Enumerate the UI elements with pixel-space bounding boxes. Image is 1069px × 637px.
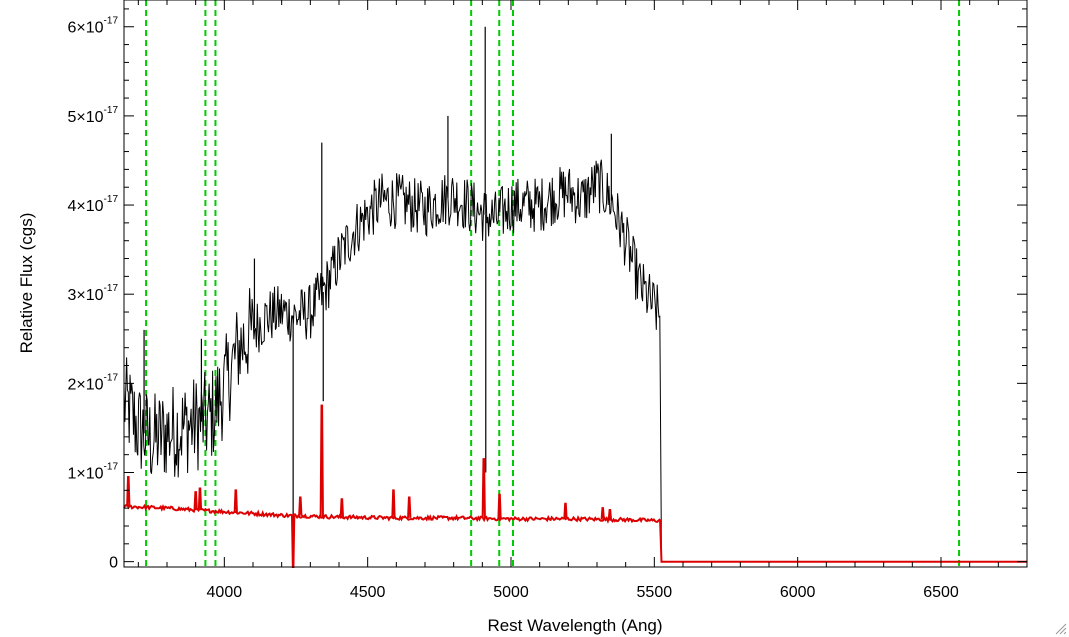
y-tick-label: 3×10-17 xyxy=(68,283,119,304)
y-tick-label: 2×10-17 xyxy=(68,372,119,393)
red-spike xyxy=(339,498,345,518)
plot-frame xyxy=(123,0,1028,568)
resize-grip-icon[interactable] xyxy=(1055,623,1067,635)
y-tick-label: 1×10-17 xyxy=(68,462,119,483)
x-tick-label: 5500 xyxy=(637,584,673,601)
y-tick-label: 5×10-17 xyxy=(68,105,119,126)
red-spike xyxy=(298,496,303,516)
y-tick-labels: 0 1×10-17 2×10-17 3×10-17 4×10-17 5×10-17 6×10… xyxy=(68,16,119,572)
y-tick-label: 4×10-17 xyxy=(68,194,119,215)
red-spike xyxy=(319,404,324,517)
red-spike xyxy=(600,507,605,520)
black-spectrum-line xyxy=(123,159,1027,563)
spectrum-series xyxy=(123,26,1027,568)
y-tick-label: 0 xyxy=(109,555,118,572)
red-spike xyxy=(197,487,203,511)
red-spike xyxy=(391,489,396,518)
x-tick-label: 6000 xyxy=(780,584,816,601)
axis-ticks xyxy=(124,0,1028,567)
x-tick-label: 5000 xyxy=(493,584,529,601)
red-spike xyxy=(233,489,238,513)
red-spike xyxy=(497,493,502,519)
red-spike xyxy=(607,508,613,520)
x-tick-label: 4500 xyxy=(350,584,386,601)
red-spike xyxy=(193,491,198,510)
red-spike xyxy=(126,475,131,507)
y-tick-label: 6×10-17 xyxy=(68,16,119,37)
red-spike xyxy=(407,496,412,519)
red-spike xyxy=(563,502,568,519)
red-spectrum-line xyxy=(123,503,1027,563)
x-axis-title: Rest Wavelength (Ang) xyxy=(487,616,662,635)
x-tick-label: 4000 xyxy=(207,584,243,601)
reference-lines xyxy=(145,0,961,567)
x-tick-label: 6500 xyxy=(923,584,959,601)
red-spike xyxy=(481,458,486,519)
x-tick-labels: 4000 4500 5000 5500 6000 6500 xyxy=(207,584,959,601)
y-axis-title: Relative Flux (cgs) xyxy=(17,213,36,354)
